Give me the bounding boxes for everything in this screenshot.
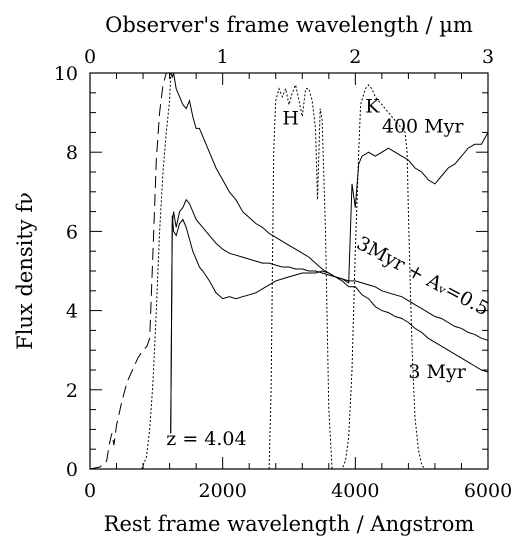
x-tick-label: 2000	[198, 480, 246, 502]
series-layer	[89, 72, 489, 470]
series-line-6	[332, 84, 426, 470]
annotation-lbl-H: H	[282, 107, 299, 129]
y-tick-label: 4	[66, 301, 78, 323]
annotation-lbl-400: 400 Myr	[382, 115, 464, 137]
x-tick-label: 4000	[331, 480, 379, 502]
tick-labels: 0 2000 4000 6000 0 1 2 3 0 2 4 6 8 10	[54, 46, 512, 502]
top-axis-title: Observer's frame wavelength / µm	[105, 13, 473, 37]
y-tick-label: 6	[66, 221, 78, 243]
series-line-0	[170, 72, 489, 284]
series-line-5	[268, 83, 333, 470]
x-axis-title: Rest frame wavelength / Angstrom	[104, 512, 475, 536]
ticks	[89, 72, 489, 470]
y-tick-label: 0	[66, 459, 78, 481]
x-tick-label: 6000	[464, 480, 512, 502]
y-tick-label: 8	[66, 142, 78, 164]
annotation-lbl-K: K	[365, 96, 380, 118]
series-line-1	[170, 198, 489, 434]
top-tick-label: 0	[84, 46, 96, 68]
annotation-lbl-3: 3 Myr	[408, 361, 466, 383]
annotation-lbl-3dust: 3Myr + Aᵥ=0.5	[353, 232, 493, 320]
x-tick-label: 0	[84, 480, 96, 502]
top-tick-label: 3	[482, 46, 494, 68]
series-line-2	[170, 215, 489, 434]
y-tick-label: 10	[54, 63, 78, 85]
y-tick-label: 2	[66, 380, 78, 402]
top-tick-label: 1	[217, 46, 229, 68]
top-tick-label: 2	[349, 46, 361, 68]
y-axis-title: Flux density fν	[13, 192, 37, 350]
series-line-3	[89, 72, 171, 470]
series-line-4	[141, 72, 172, 470]
annotation-lbl-z: z = 4.04	[166, 428, 246, 450]
